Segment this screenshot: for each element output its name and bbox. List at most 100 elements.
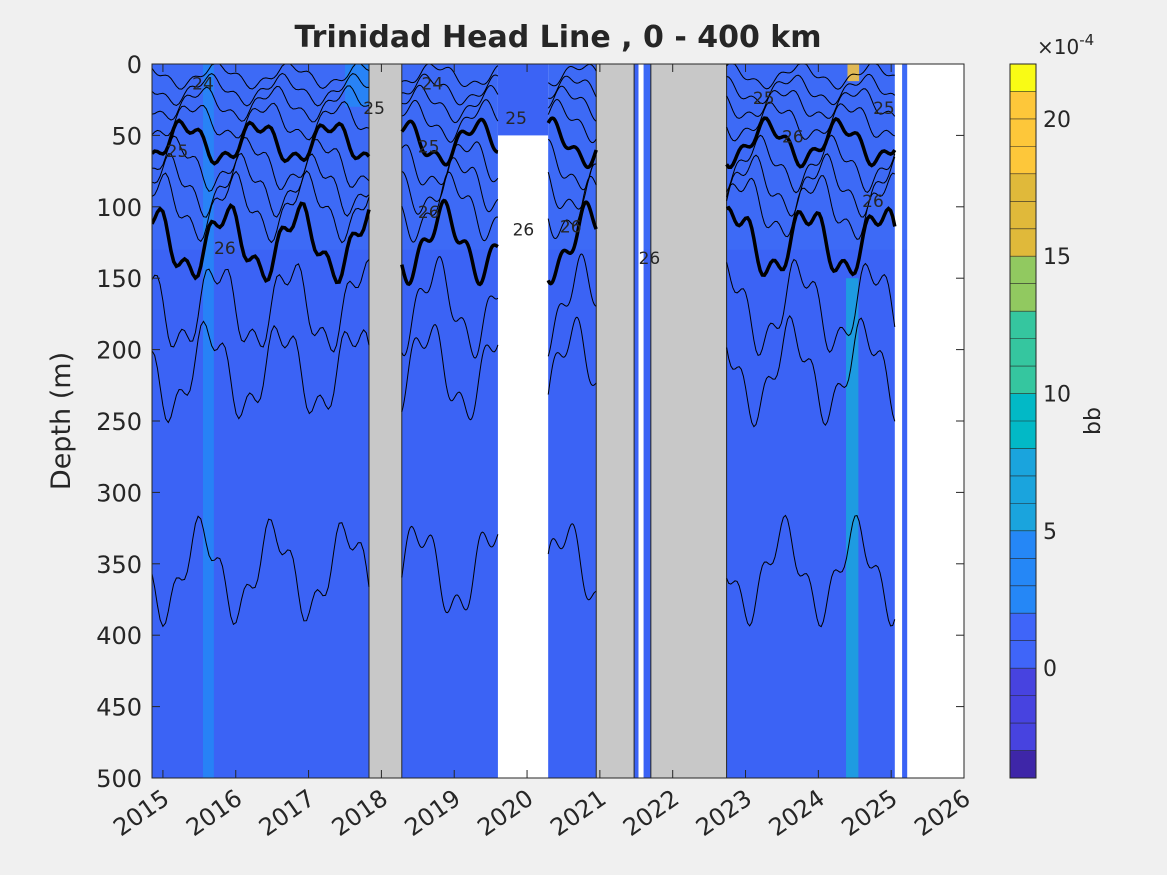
- isopycnal-contour-8-2: [546, 200, 598, 286]
- colorbar-level-22: [1010, 146, 1036, 175]
- isopycnal-contour-7-0: [152, 170, 370, 244]
- x-tick-label-7: 2022: [618, 784, 684, 842]
- colorbar-level-24: [1010, 91, 1036, 120]
- y-tick-label-6: 300: [96, 479, 142, 507]
- isopycnal-contour-0-1: [401, 64, 499, 88]
- colorbar-exponent-base: ×10: [1037, 35, 1079, 59]
- isopycnal-contour-10-2: [547, 316, 597, 395]
- isopycnal-contour-7-2: [547, 175, 597, 240]
- isopycnal-contour-10-1: [401, 324, 499, 421]
- feature-streak-2: [847, 64, 860, 82]
- isopycnal-contour-10-3: [726, 315, 896, 428]
- x-tick-label-1: 2016: [181, 784, 247, 842]
- isopycnal-contour-8-0: [152, 201, 371, 285]
- colorbar-frame: [1009, 63, 1037, 779]
- isopycnal-contour-3-3: [726, 101, 896, 142]
- y-tick-label-9: 450: [96, 694, 142, 722]
- isopycnal-contour-1-3: [726, 73, 896, 106]
- missing-data-gap-2: [894, 64, 903, 778]
- colorbar-tick-label-3: 15: [1043, 245, 1071, 270]
- nodata-gap-1: [595, 64, 635, 778]
- colorbar-exponent: ×10-4: [1037, 31, 1094, 59]
- isopycnal-contour-3-2: [547, 98, 597, 144]
- missing-data-gap-0: [497, 64, 549, 778]
- isopycnal-contour-2-1: [401, 84, 499, 124]
- x-tick-label-9: 2024: [764, 784, 830, 842]
- y-tick-label-4: 200: [96, 337, 142, 365]
- isopycnal-contour-4-2: [546, 116, 598, 170]
- missing-data-gap-1: [638, 64, 644, 778]
- missing-data-gap-3: [907, 64, 964, 778]
- x-tick-label-11: 2026: [909, 784, 975, 842]
- plot-area: 24 25 26 25 24 25 26 25 26 26 26 25 26 26 25: [152, 64, 964, 778]
- surface-layer-band: [152, 64, 964, 250]
- isopycnal-contour-4-3: [725, 116, 897, 169]
- colorbar-level-7: [1010, 558, 1036, 587]
- contour-label-11: 25: [753, 89, 775, 109]
- colorbar-level-15: [1010, 338, 1036, 367]
- contour-label-3: 25: [363, 99, 385, 119]
- colorbar-level-25: [1010, 64, 1036, 92]
- isopycnal-contour-7-3: [726, 172, 896, 240]
- x-tick-label-4: 2019: [400, 784, 466, 842]
- isopycnal-contour-9-2: [547, 253, 597, 357]
- colorbar-tick-label-2: 10: [1043, 383, 1071, 408]
- contour-label-6: 26: [418, 203, 440, 223]
- colorbar-level-17: [1010, 283, 1036, 312]
- colorbar-level-19: [1010, 228, 1036, 257]
- colorbar-level-18: [1010, 256, 1036, 285]
- isopycnal-contour-7-1: [401, 171, 498, 243]
- isopycnal-contour-2-2: [547, 85, 597, 122]
- isopycnal-contour-5-0: [152, 135, 370, 192]
- isopycnal-contour-2-3: [726, 88, 896, 119]
- contour-label-5: 25: [418, 138, 440, 158]
- colorbar-level-13: [1010, 393, 1036, 422]
- y-tick-label-5: 250: [96, 408, 142, 436]
- isopycnal-contour-1-1: [401, 73, 499, 106]
- x-tick-label-10: 2025: [837, 784, 903, 842]
- isopycnal-contour-6-0: [152, 152, 370, 218]
- contour-label-10: 26: [639, 249, 661, 269]
- contour-label-4: 24: [422, 75, 444, 95]
- contour-label-1: 25: [167, 142, 189, 162]
- partial-data-strip-0: [497, 64, 549, 136]
- colorbar: 0 5 10 15 20: [1009, 63, 1071, 779]
- isopycnal-contour-9-3: [726, 258, 896, 357]
- colorbar-level-6: [1010, 585, 1036, 614]
- isopycnal-contour-0-0: [152, 64, 370, 90]
- isopycnal-contour-11-0: [152, 515, 370, 628]
- x-tick-label-5: 2020: [472, 784, 538, 842]
- colorbar-level-11: [1010, 448, 1036, 477]
- contour-label-8: 26: [513, 220, 535, 240]
- colorbar-level-2: [1010, 695, 1036, 724]
- x-tick-label-6: 2021: [545, 784, 611, 842]
- contour-label-9: 26: [560, 218, 582, 238]
- colorbar-level-12: [1010, 421, 1036, 449]
- isopycnal-contour-10-0: [152, 320, 370, 424]
- isopycnal-contour-9-1: [401, 256, 499, 359]
- isopycnal-contour-6-1: [401, 157, 499, 215]
- y-tick-label-7: 350: [96, 551, 142, 579]
- colorbar-tick-label-1: 5: [1043, 520, 1057, 545]
- y-tick-label-2: 100: [96, 194, 142, 222]
- contour-label-7: 25: [505, 109, 527, 129]
- x-tick-label-3: 2018: [327, 784, 393, 842]
- colorbar-exponent-power: -4: [1079, 31, 1094, 49]
- thin-data-column: [634, 64, 639, 778]
- isopycnal-contour-0-2: [547, 64, 597, 87]
- y-tick-label-8: 400: [96, 622, 142, 650]
- x-tick-label-2: 2017: [254, 784, 320, 842]
- isopycnal-contour-0-3: [726, 64, 895, 90]
- colorbar-level-5: [1010, 613, 1036, 642]
- isopycnal-contour-3-0: [152, 101, 370, 141]
- y-tick-label-1: 50: [111, 122, 142, 150]
- colorbar-level-4: [1010, 640, 1036, 669]
- colorbar-level-14: [1010, 366, 1036, 395]
- y-tick-label-3: 150: [96, 265, 142, 293]
- y-tick-label-10: 500: [96, 765, 142, 793]
- colorbar-level-21: [1010, 173, 1036, 202]
- isopycnal-contour-4-0: [152, 118, 371, 166]
- x-tick-label-8: 2023: [691, 784, 757, 842]
- contour-label-0: 24: [192, 75, 214, 95]
- y-axis-label: Depth (m): [46, 352, 77, 490]
